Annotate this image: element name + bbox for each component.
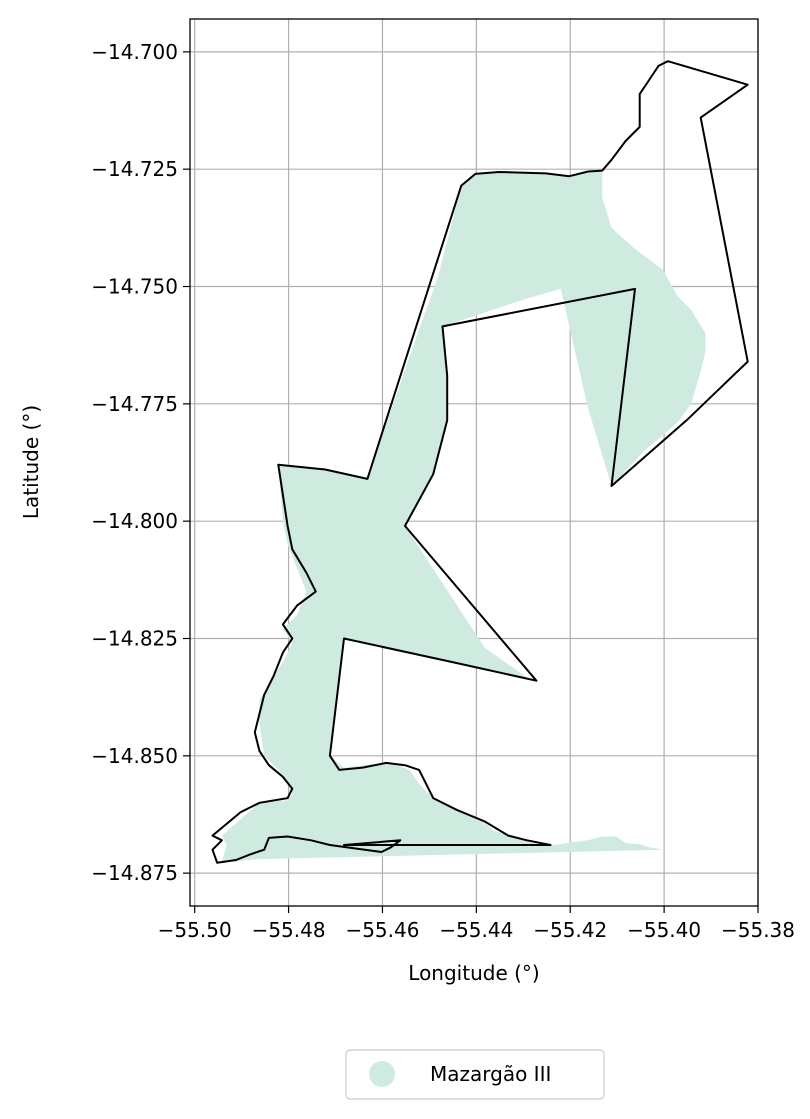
y-axis: −14.700 −14.725 −14.750 −14.775 −14.800 −14.8… [91,40,190,885]
x-tick-label: −55.40 [627,918,701,942]
region-fill [221,170,706,862]
y-axis-label: Latitude (°) [19,405,43,519]
region-outline [211,60,749,864]
legend-box [345,1049,605,1100]
y-tick-label: −14.825 [91,626,178,650]
legend-label: Mazargão III [430,1062,551,1086]
x-axis: −55.50 −55.48 −55.46 −55.44 −55.42 −55.40 −55.… [158,906,795,942]
legend-marker [369,1061,395,1087]
y-tick-label: −14.800 [91,509,178,533]
legend: Mazargão III [345,1049,605,1100]
map-layer [211,60,749,864]
x-tick-label: −55.44 [439,918,513,942]
x-axis-label: Longitude (°) [408,961,539,985]
y-tick-label: −14.850 [91,744,178,768]
x-tick-label: −55.46 [345,918,419,942]
y-tick-label: −14.700 [91,40,178,64]
x-tick-label: −55.50 [158,918,232,942]
y-tick-label: −14.725 [91,157,178,181]
x-tick-label: −55.48 [252,918,326,942]
x-tick-label: −55.42 [533,918,607,942]
plot-area [190,19,758,906]
y-tick-label: −14.750 [91,275,178,299]
y-tick-label: −14.775 [91,392,178,416]
y-tick-label: −14.875 [91,861,178,885]
plot-frame [189,18,759,907]
x-tick-label: −55.38 [721,918,795,942]
